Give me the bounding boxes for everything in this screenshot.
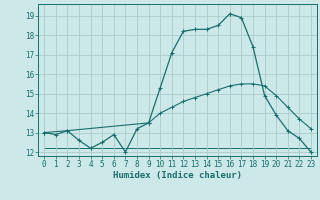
X-axis label: Humidex (Indice chaleur): Humidex (Indice chaleur)	[113, 171, 242, 180]
